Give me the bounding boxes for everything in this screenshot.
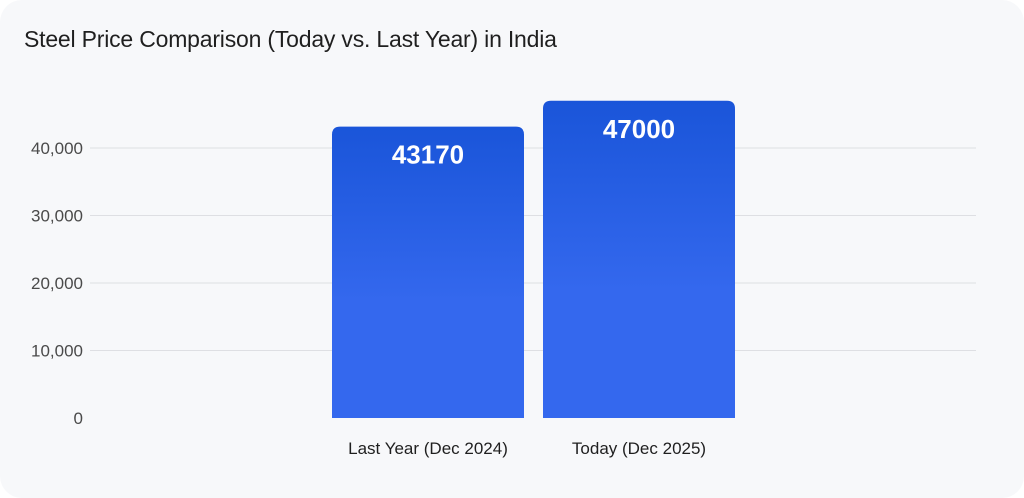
bars: 43170 47000 xyxy=(332,100,735,418)
x-axis: Last Year (Dec 2024) Today (Dec 2025) xyxy=(348,439,706,458)
x-tick-label: Last Year (Dec 2024) xyxy=(348,439,508,458)
y-axis: 0 10,000 20,000 30,000 40,000 xyxy=(31,139,83,428)
bar-value-label: 43170 xyxy=(392,140,464,170)
chart-title: Steel Price Comparison (Today vs. Last Y… xyxy=(24,26,557,52)
y-tick-label: 10,000 xyxy=(31,342,83,361)
grid-layer xyxy=(90,147,976,351)
y-tick-label: 20,000 xyxy=(31,274,83,293)
y-tick-label: 30,000 xyxy=(31,207,83,226)
bar-value-label: 47000 xyxy=(603,114,675,144)
x-tick-label: Today (Dec 2025) xyxy=(572,439,706,458)
bar[interactable] xyxy=(332,126,524,418)
y-tick-label: 0 xyxy=(74,409,83,428)
bar[interactable] xyxy=(543,100,735,418)
y-tick-label: 40,000 xyxy=(31,139,83,158)
